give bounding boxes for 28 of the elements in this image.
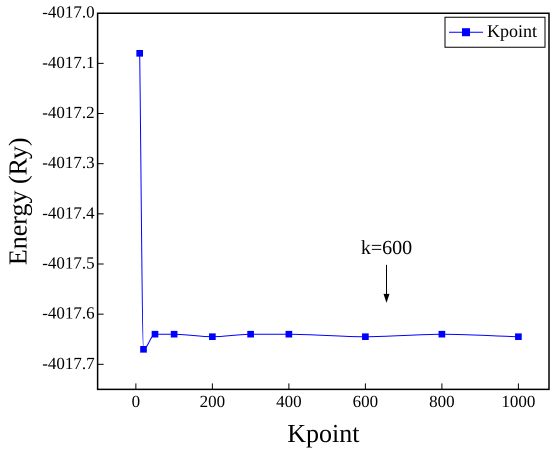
y-tick-label: -4017.1 <box>42 52 95 72</box>
point <box>247 330 254 338</box>
point <box>140 346 147 353</box>
x-axis-title: Kpoint <box>287 419 360 448</box>
y-tick-label: -4017.2 <box>42 102 95 122</box>
y-tick-label: -4017.5 <box>42 253 95 272</box>
x-tick-label: 800 <box>429 392 455 412</box>
x-tick-label: 400 <box>276 392 302 412</box>
point <box>286 330 292 338</box>
x-tick-label: 0 <box>132 392 140 412</box>
point <box>362 333 369 340</box>
y-tick-label: -4017.4 <box>42 203 96 222</box>
point <box>515 333 522 340</box>
point <box>170 330 178 338</box>
y-tick-label: -4017.0 <box>42 2 95 22</box>
y-tick-label: -4017.6 <box>42 304 95 323</box>
legend-label: Kpoint <box>487 20 538 41</box>
y-tick-label: -4017.7 <box>42 354 96 373</box>
y-axis-title: Energy (Ry) <box>3 137 32 266</box>
point <box>209 333 216 340</box>
annotation: k=600 <box>360 237 412 260</box>
point <box>438 330 446 338</box>
x-tick-label: 1000 <box>501 392 536 412</box>
x-tick-label: 200 <box>200 392 226 412</box>
point <box>136 50 144 57</box>
y-tick-label: -4017.3 <box>42 153 95 172</box>
point <box>152 330 158 338</box>
x-tick-label: 600 <box>352 392 378 412</box>
